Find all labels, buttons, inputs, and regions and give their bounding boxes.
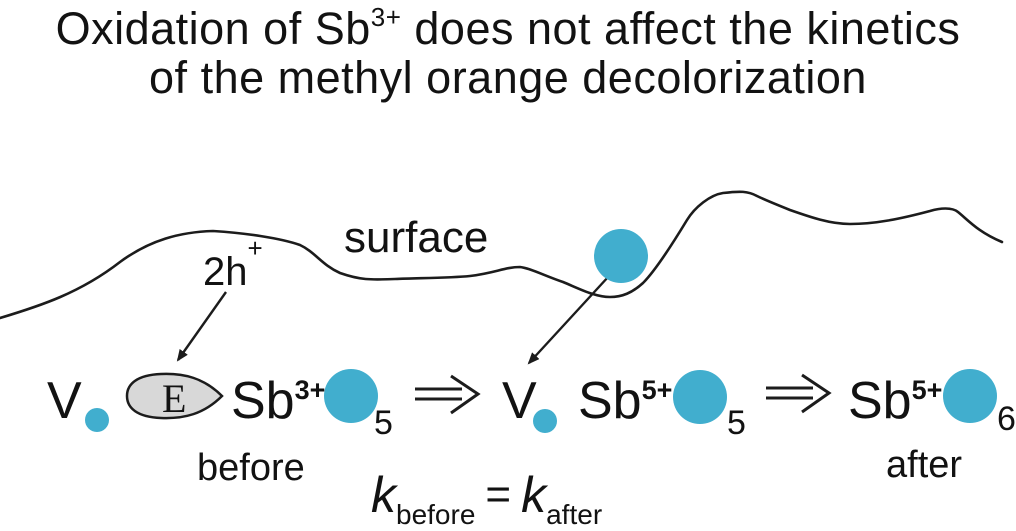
charge-superscript: 5+ xyxy=(911,375,943,405)
species-after-subscript: 6 xyxy=(997,400,1016,438)
species-before-subscript: 5 xyxy=(374,404,393,442)
k-before-subscript: before xyxy=(396,499,476,530)
figure-title: Oxidation of Sb3+ does not affect the ki… xyxy=(0,4,1016,102)
surface-label: surface xyxy=(344,213,489,262)
holes-superscript: + xyxy=(247,232,263,263)
k-after-symbol: k xyxy=(521,467,547,523)
implies-arrow-icon xyxy=(766,373,832,414)
surface-curve xyxy=(0,190,1004,320)
adsorbed-particle xyxy=(594,229,648,283)
charge-superscript: 3+ xyxy=(294,375,326,405)
species-after: Sb5+ xyxy=(848,372,943,430)
rate-equation: kbefore = kafter xyxy=(371,467,602,529)
vacancy-symbol-2: V xyxy=(502,372,537,430)
species-before: Sb3+ xyxy=(231,372,326,430)
vacancy-symbol-1: V xyxy=(47,372,82,430)
holes-arrow xyxy=(176,291,227,362)
particle-middle xyxy=(673,370,727,424)
vacancy-dot-1 xyxy=(85,408,109,432)
species-middle: Sb5+ xyxy=(578,372,673,430)
before-label: before xyxy=(197,447,305,489)
title-line-2: of the methyl orange decolorization xyxy=(149,52,867,103)
particle-after xyxy=(943,369,997,423)
electron-trap-label: E xyxy=(162,376,187,421)
species-middle-subscript: 5 xyxy=(727,404,746,442)
particle-transfer-arrow xyxy=(527,275,610,365)
k-after-subscript: after xyxy=(546,499,603,530)
vacancy-dot-2 xyxy=(533,409,557,433)
holes-label: 2h+ xyxy=(203,232,263,294)
electron-trap-shape xyxy=(125,372,224,420)
after-label: after xyxy=(886,444,963,486)
equals-sign: = xyxy=(485,470,512,519)
particle-before xyxy=(324,369,378,423)
title-line-1: Oxidation of Sb3+ does not affect the ki… xyxy=(55,2,961,54)
title-superscript: 3+ xyxy=(370,2,402,32)
k-before-symbol: k xyxy=(371,467,396,523)
implies-arrow-icon xyxy=(415,374,481,415)
charge-superscript: 5+ xyxy=(641,375,673,405)
